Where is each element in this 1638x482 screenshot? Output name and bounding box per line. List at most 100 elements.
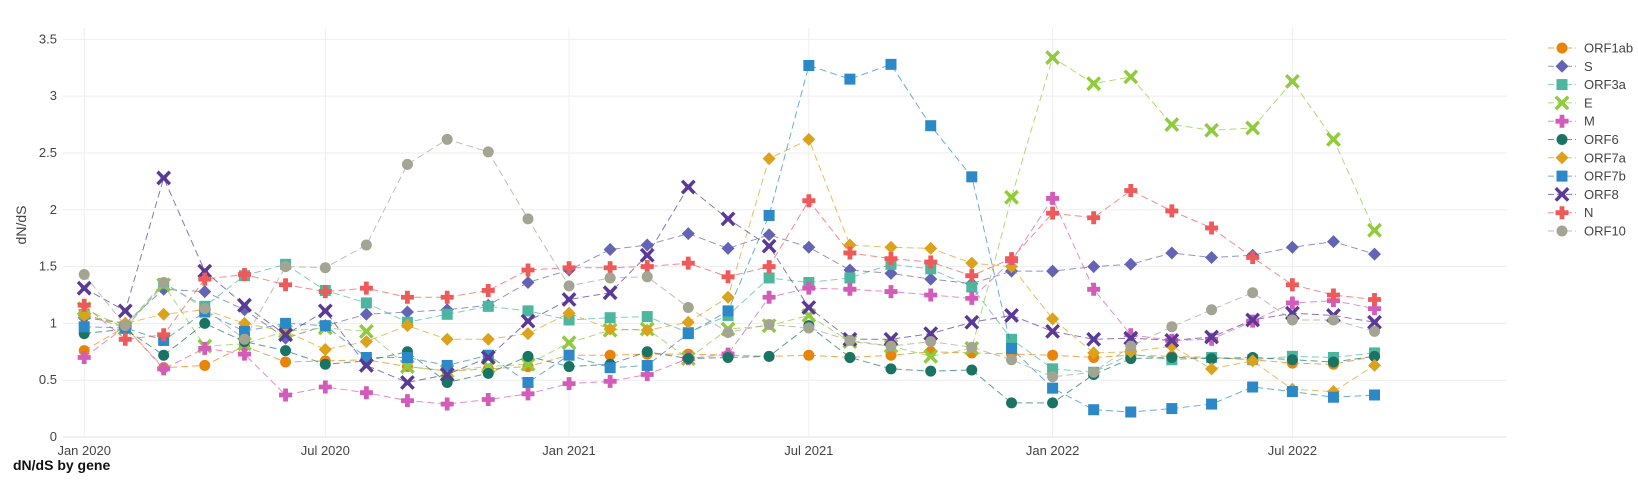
data-point-orf10[interactable] — [238, 333, 250, 345]
data-point-orf10[interactable] — [1088, 366, 1100, 378]
data-point-orf10[interactable] — [1006, 354, 1018, 366]
data-point-orf6[interactable] — [522, 350, 534, 362]
data-point-s[interactable] — [1087, 260, 1101, 274]
data-point-orf7b[interactable] — [1125, 406, 1137, 418]
data-point-orf10[interactable] — [441, 133, 453, 145]
data-point-orf3a[interactable] — [441, 308, 453, 320]
data-point-orf7b[interactable] — [966, 171, 978, 183]
data-point-orf10[interactable] — [641, 271, 653, 283]
data-point-m[interactable] — [562, 377, 576, 391]
data-point-orf7b[interactable] — [1247, 381, 1259, 393]
data-point-orf6[interactable] — [722, 351, 734, 363]
data-point-orf6[interactable] — [1327, 356, 1339, 368]
data-point-m[interactable] — [77, 350, 91, 364]
data-point-orf7a[interactable] — [318, 343, 332, 357]
data-point-n[interactable] — [118, 332, 132, 346]
data-point-orf6[interactable] — [1206, 353, 1218, 365]
data-point-orf7b[interactable] — [563, 349, 575, 361]
data-point-orf7b[interactable] — [682, 328, 694, 340]
data-point-s[interactable] — [924, 272, 938, 286]
data-point-n[interactable] — [802, 194, 816, 208]
data-point-orf10[interactable] — [763, 319, 775, 331]
data-point-orf7a[interactable] — [965, 256, 979, 270]
legend-marker-orf10[interactable] — [1556, 225, 1568, 237]
data-point-orf10[interactable] — [1327, 314, 1339, 326]
data-point-m[interactable] — [802, 281, 816, 295]
legend-item-orf6[interactable]: ORF6 — [1548, 132, 1619, 147]
data-point-orf6[interactable] — [199, 317, 211, 329]
data-point-orf7b[interactable] — [641, 359, 653, 371]
legend-item-orf3a[interactable]: ORF3a — [1548, 77, 1627, 92]
data-point-m[interactable] — [603, 374, 617, 388]
data-point-m[interactable] — [1046, 191, 1060, 205]
data-point-orf10[interactable] — [722, 326, 734, 338]
data-point-orf7a[interactable] — [762, 152, 776, 166]
data-point-n[interactable] — [1087, 211, 1101, 225]
data-point-m[interactable] — [1124, 328, 1138, 342]
data-point-orf3a[interactable] — [604, 312, 616, 324]
data-point-m[interactable] — [1285, 296, 1299, 310]
data-point-orf7a[interactable] — [1368, 358, 1382, 372]
data-point-orf7a[interactable] — [802, 132, 816, 146]
legend-item-orf7a[interactable]: ORF7a — [1548, 150, 1627, 165]
data-point-s[interactable] — [1368, 247, 1382, 261]
data-point-orf1ab[interactable] — [1047, 349, 1059, 361]
legend-marker-orf3a[interactable] — [1556, 79, 1568, 91]
data-point-orf7b[interactable] — [1047, 382, 1059, 394]
data-point-n[interactable] — [1368, 293, 1382, 307]
data-point-orf3a[interactable] — [844, 272, 856, 284]
data-point-orf10[interactable] — [966, 341, 978, 353]
data-point-s[interactable] — [721, 241, 735, 255]
data-point-orf3a[interactable] — [482, 300, 494, 312]
data-point-orf10[interactable] — [1247, 287, 1259, 299]
data-point-orf7a[interactable] — [884, 240, 898, 254]
data-point-orf6[interactable] — [1047, 397, 1059, 409]
data-point-orf7b[interactable] — [1286, 386, 1298, 398]
legend-marker-s[interactable] — [1555, 59, 1569, 73]
data-point-orf10[interactable] — [482, 146, 494, 158]
data-point-m[interactable] — [359, 386, 373, 400]
data-point-n[interactable] — [762, 260, 776, 274]
data-point-m[interactable] — [237, 347, 251, 361]
data-point-orf7b[interactable] — [280, 317, 292, 329]
data-point-orf7b[interactable] — [238, 325, 250, 337]
data-point-orf10[interactable] — [199, 303, 211, 315]
data-point-m[interactable] — [884, 285, 898, 299]
data-point-s[interactable] — [1285, 240, 1299, 254]
data-point-orf7b[interactable] — [1166, 403, 1178, 415]
legend-marker-orf1ab[interactable] — [1556, 42, 1568, 54]
data-point-orf6[interactable] — [925, 365, 937, 377]
data-point-orf1ab[interactable] — [803, 349, 815, 361]
legend-item-orf8[interactable]: ORF8 — [1548, 187, 1619, 202]
data-point-n[interactable] — [884, 252, 898, 266]
legend[interactable]: ORF1ab S ORF3a EM ORF6 ORF7a ORF7b ORF8 N ORF10 — [1548, 41, 1633, 239]
data-point-orf7b[interactable] — [78, 321, 90, 333]
data-point-s[interactable] — [521, 275, 535, 289]
data-point-n[interactable] — [77, 298, 91, 312]
data-point-orf7a[interactable] — [562, 306, 576, 320]
data-point-orf10[interactable] — [1369, 325, 1381, 337]
data-point-n[interactable] — [521, 263, 535, 277]
data-point-s[interactable] — [640, 238, 654, 252]
data-point-orf7a[interactable] — [1246, 354, 1260, 368]
data-point-orf10[interactable] — [803, 322, 815, 334]
data-point-orf6[interactable] — [441, 376, 453, 388]
data-point-orf10[interactable] — [1166, 321, 1178, 333]
data-point-orf7b[interactable] — [522, 376, 534, 388]
data-point-orf7a[interactable] — [77, 308, 91, 322]
series-n[interactable] — [77, 183, 1382, 346]
legend-item-orf7b[interactable]: ORF7b — [1548, 169, 1626, 184]
legend-item-orf10[interactable]: ORF10 — [1548, 224, 1626, 239]
data-point-orf10[interactable] — [844, 334, 856, 346]
data-point-orf7b[interactable] — [763, 209, 775, 221]
data-point-orf7a[interactable] — [1205, 362, 1219, 376]
data-point-orf3a[interactable] — [522, 305, 534, 317]
data-point-orf6[interactable] — [1125, 353, 1137, 365]
data-point-orf1ab[interactable] — [199, 359, 211, 371]
data-point-n[interactable] — [562, 261, 576, 275]
legend-marker-orf7a[interactable] — [1555, 151, 1569, 165]
data-point-orf1ab[interactable] — [280, 356, 292, 368]
data-point-orf7a[interactable] — [1087, 346, 1101, 360]
data-point-orf6[interactable] — [844, 351, 856, 363]
data-point-n[interactable] — [843, 246, 857, 260]
